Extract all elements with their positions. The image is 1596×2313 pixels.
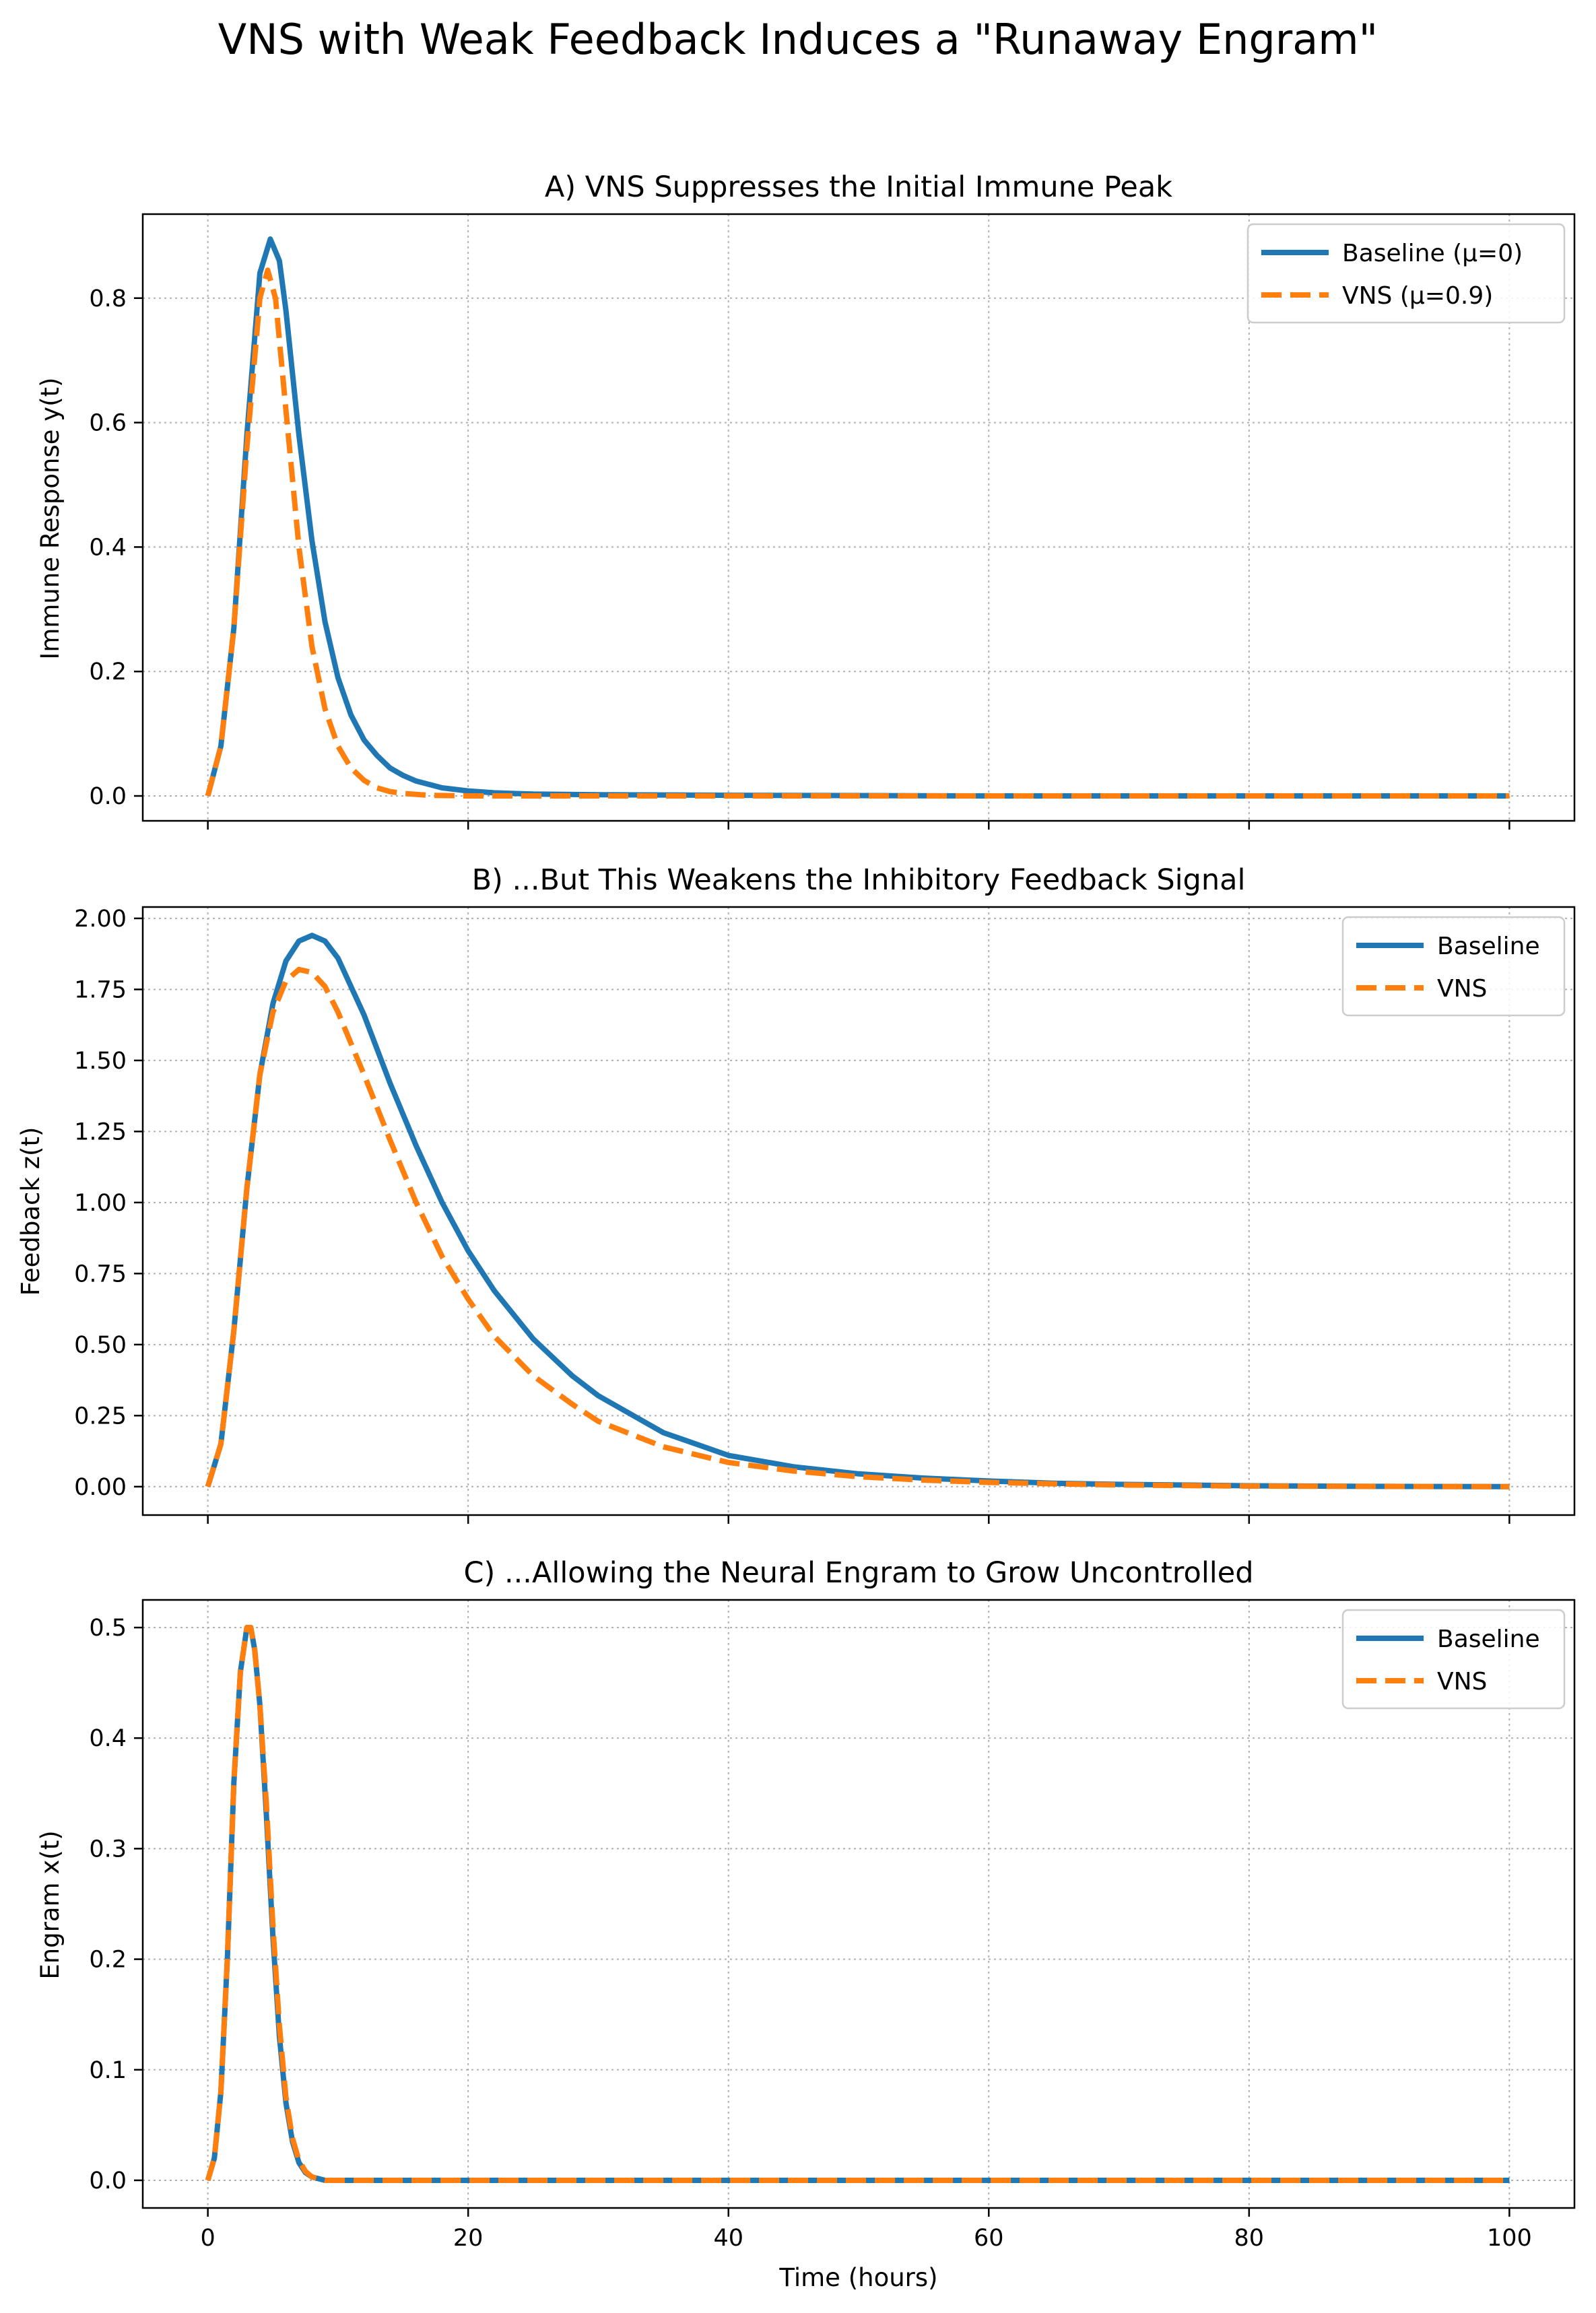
panel-c-legend: Baseline VNS	[1341, 1609, 1566, 1710]
y-tick-label: 0.6	[89, 410, 127, 437]
panel-b: B) ...But This Weakens the Inhibitory Fe…	[16, 863, 1576, 1524]
x-tick-label: 60	[974, 2225, 1004, 2252]
figure-suptitle: VNS with Weak Feedback Induces a "Runawa…	[218, 15, 1378, 64]
panel-a-frame	[141, 213, 1576, 822]
y-tick-label: 0.8	[89, 286, 127, 312]
legend-label-vns: VNS (μ=0.9)	[1342, 282, 1493, 310]
y-tick-label: 1.00	[74, 1190, 127, 1217]
y-tick-label: 0.0	[89, 783, 127, 810]
panel-a-title: A) VNS Suppresses the Initial Immune Pea…	[545, 170, 1172, 204]
legend-label-vns: VNS	[1437, 1668, 1487, 1696]
panel-a-lines	[205, 236, 1510, 799]
x-tick-label: 80	[1234, 2225, 1265, 2252]
x-tick-label: 100	[1487, 2225, 1532, 2252]
legend-frame	[1341, 1609, 1566, 1710]
y-tick-label: 0.3	[89, 1836, 127, 1863]
panel-a-ylabel: Immune Response y(t)	[36, 377, 65, 659]
y-tick-label: 1.50	[74, 1048, 127, 1075]
y-tick-label: 0.2	[89, 659, 127, 685]
panel-b-xticks	[207, 1515, 1510, 1524]
x-axis-label: Time (hours)	[778, 2263, 937, 2292]
y-tick-label: 0.25	[74, 1403, 127, 1430]
panel-a-xticks	[207, 821, 1510, 830]
panel-b-lines	[205, 933, 1510, 1489]
y-tick-label: 0.0	[89, 2168, 127, 2194]
panel-a-yticks: 0.0 0.2 0.4 0.6 0.8	[89, 286, 143, 810]
x-tick-label: 0	[200, 2225, 215, 2252]
panel-c-title: C) ...Allowing the Neural Engram to Grow…	[464, 1556, 1254, 1590]
panel-c-yticks: 0.0 0.1 0.2 0.3 0.4 0.5	[89, 1615, 143, 2194]
y-tick-label: 0.1	[89, 2057, 127, 2084]
y-tick-label: 0.5	[89, 1615, 127, 1642]
y-tick-label: 1.75	[74, 976, 127, 1003]
legend-frame	[1246, 223, 1566, 324]
panel-b-legend: Baseline VNS	[1341, 916, 1566, 1017]
panel-c: C) ...Allowing the Neural Engram to Grow…	[36, 1556, 1576, 2292]
panel-a-grid	[143, 214, 1574, 821]
panel-c-lines	[205, 1625, 1510, 2183]
legend-label-baseline: Baseline (μ=0)	[1342, 240, 1523, 267]
panel-b-yticks: 0.00 0.25 0.50 0.75 1.00 1.25 1.50 1.75 2.00	[74, 906, 143, 1501]
y-tick-label: 0.75	[74, 1261, 127, 1287]
y-tick-label: 0.4	[89, 534, 127, 561]
panel-c-xticks: 0 20 40 60 80 100	[200, 2208, 1532, 2252]
y-tick-label: 0.4	[89, 1725, 127, 1752]
vns-series-line	[205, 1625, 1510, 2183]
legend-frame	[1341, 916, 1566, 1017]
y-tick-label: 0.00	[74, 1474, 127, 1501]
panel-b-frame	[141, 906, 1576, 1516]
y-tick-label: 1.25	[74, 1118, 127, 1145]
panel-b-title: B) ...But This Weakens the Inhibitory Fe…	[472, 863, 1246, 897]
legend-label-baseline: Baseline	[1437, 933, 1540, 960]
panel-c-frame	[141, 1599, 1576, 2209]
panel-a: A) VNS Suppresses the Initial Immune Pea…	[36, 170, 1576, 830]
vns-series-line	[205, 267, 1510, 799]
y-tick-label: 0.50	[74, 1332, 127, 1359]
legend-label-baseline: Baseline	[1437, 1625, 1540, 1653]
baseline-series-line	[205, 236, 1510, 799]
panel-c-ylabel: Engram x(t)	[36, 1830, 65, 1979]
y-tick-label: 2.00	[74, 906, 127, 933]
vns-series-line	[205, 966, 1510, 1489]
panel-b-ylabel: Feedback z(t)	[16, 1127, 45, 1296]
y-tick-label: 0.2	[89, 1947, 127, 1974]
legend-label-vns: VNS	[1437, 975, 1487, 1003]
panel-a-legend: Baseline (μ=0) VNS (μ=0.9)	[1246, 223, 1566, 324]
x-tick-label: 40	[713, 2225, 743, 2252]
x-tick-label: 20	[453, 2225, 484, 2252]
